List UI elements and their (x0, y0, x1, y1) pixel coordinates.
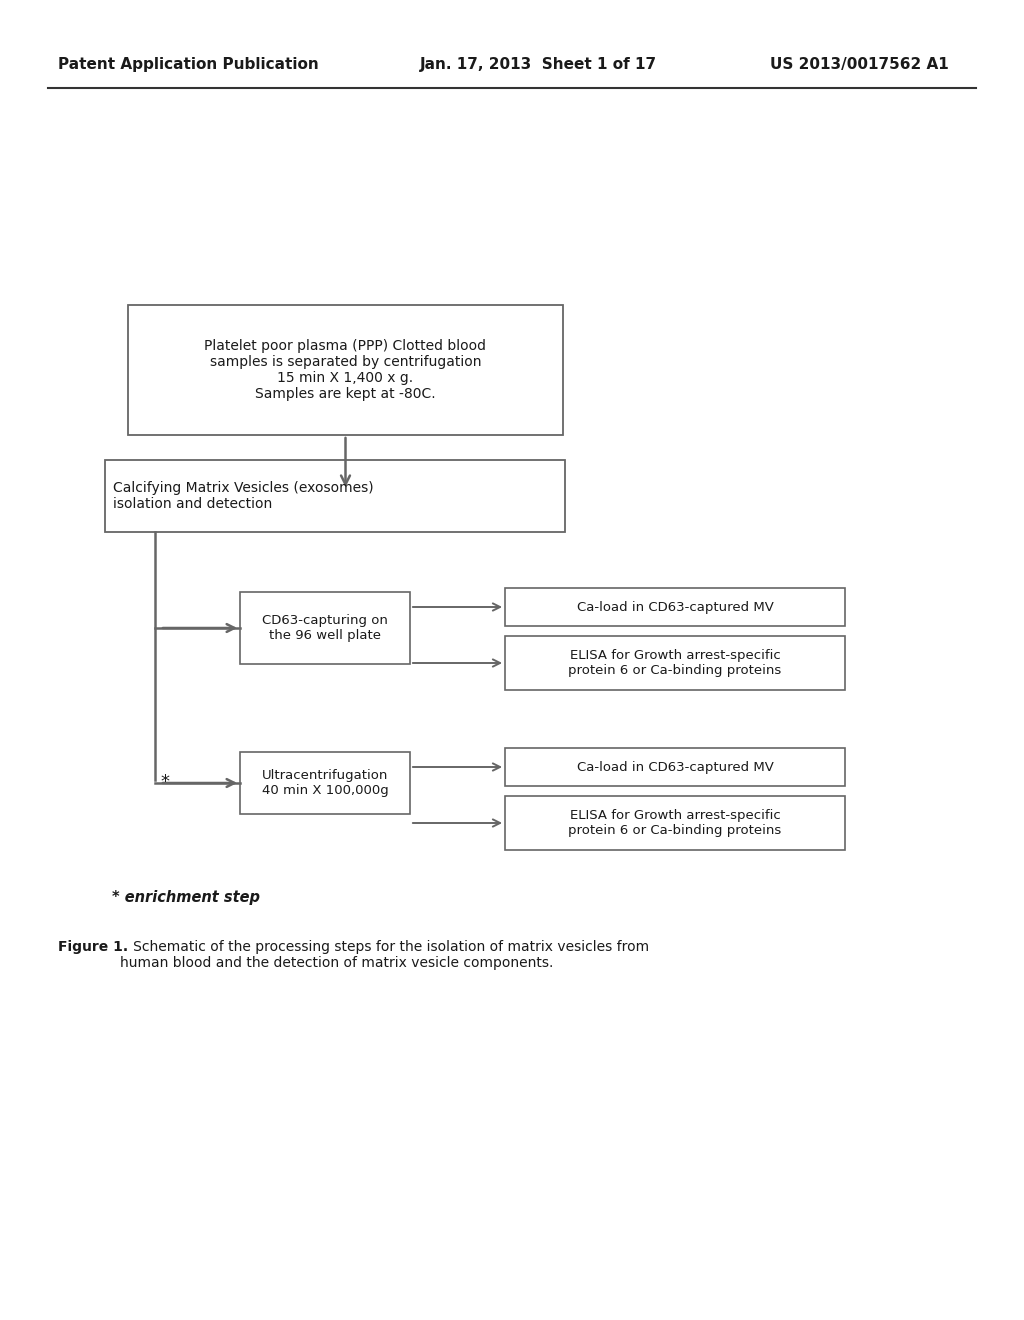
FancyBboxPatch shape (505, 796, 845, 850)
Text: *: * (160, 774, 169, 791)
Text: Ultracentrifugation
40 min X 100,000g: Ultracentrifugation 40 min X 100,000g (261, 770, 388, 797)
Text: Figure 1.: Figure 1. (58, 940, 128, 954)
Text: CD63-capturing on
the 96 well plate: CD63-capturing on the 96 well plate (262, 614, 388, 642)
FancyBboxPatch shape (128, 305, 563, 436)
Text: ELISA for Growth arrest-specific
protein 6 or Ca-binding proteins: ELISA for Growth arrest-specific protein… (568, 809, 781, 837)
FancyBboxPatch shape (505, 587, 845, 626)
Text: Patent Application Publication: Patent Application Publication (58, 58, 318, 73)
FancyBboxPatch shape (105, 459, 565, 532)
FancyBboxPatch shape (240, 752, 410, 814)
FancyBboxPatch shape (505, 636, 845, 690)
Text: US 2013/0017562 A1: US 2013/0017562 A1 (770, 58, 949, 73)
Text: Calcifying Matrix Vesicles (exosomes)
isolation and detection: Calcifying Matrix Vesicles (exosomes) is… (113, 480, 374, 511)
Text: Platelet poor plasma (PPP) Clotted blood
samples is separated by centrifugation
: Platelet poor plasma (PPP) Clotted blood… (205, 339, 486, 401)
FancyBboxPatch shape (505, 748, 845, 785)
Text: ELISA for Growth arrest-specific
protein 6 or Ca-binding proteins: ELISA for Growth arrest-specific protein… (568, 649, 781, 677)
FancyBboxPatch shape (240, 591, 410, 664)
Text: Ca-load in CD63-captured MV: Ca-load in CD63-captured MV (577, 601, 773, 614)
Text: Schematic of the processing steps for the isolation of matrix vesicles from
huma: Schematic of the processing steps for th… (120, 940, 649, 970)
Text: * enrichment step: * enrichment step (112, 890, 260, 906)
Text: Jan. 17, 2013  Sheet 1 of 17: Jan. 17, 2013 Sheet 1 of 17 (420, 58, 657, 73)
Text: Ca-load in CD63-captured MV: Ca-load in CD63-captured MV (577, 760, 773, 774)
